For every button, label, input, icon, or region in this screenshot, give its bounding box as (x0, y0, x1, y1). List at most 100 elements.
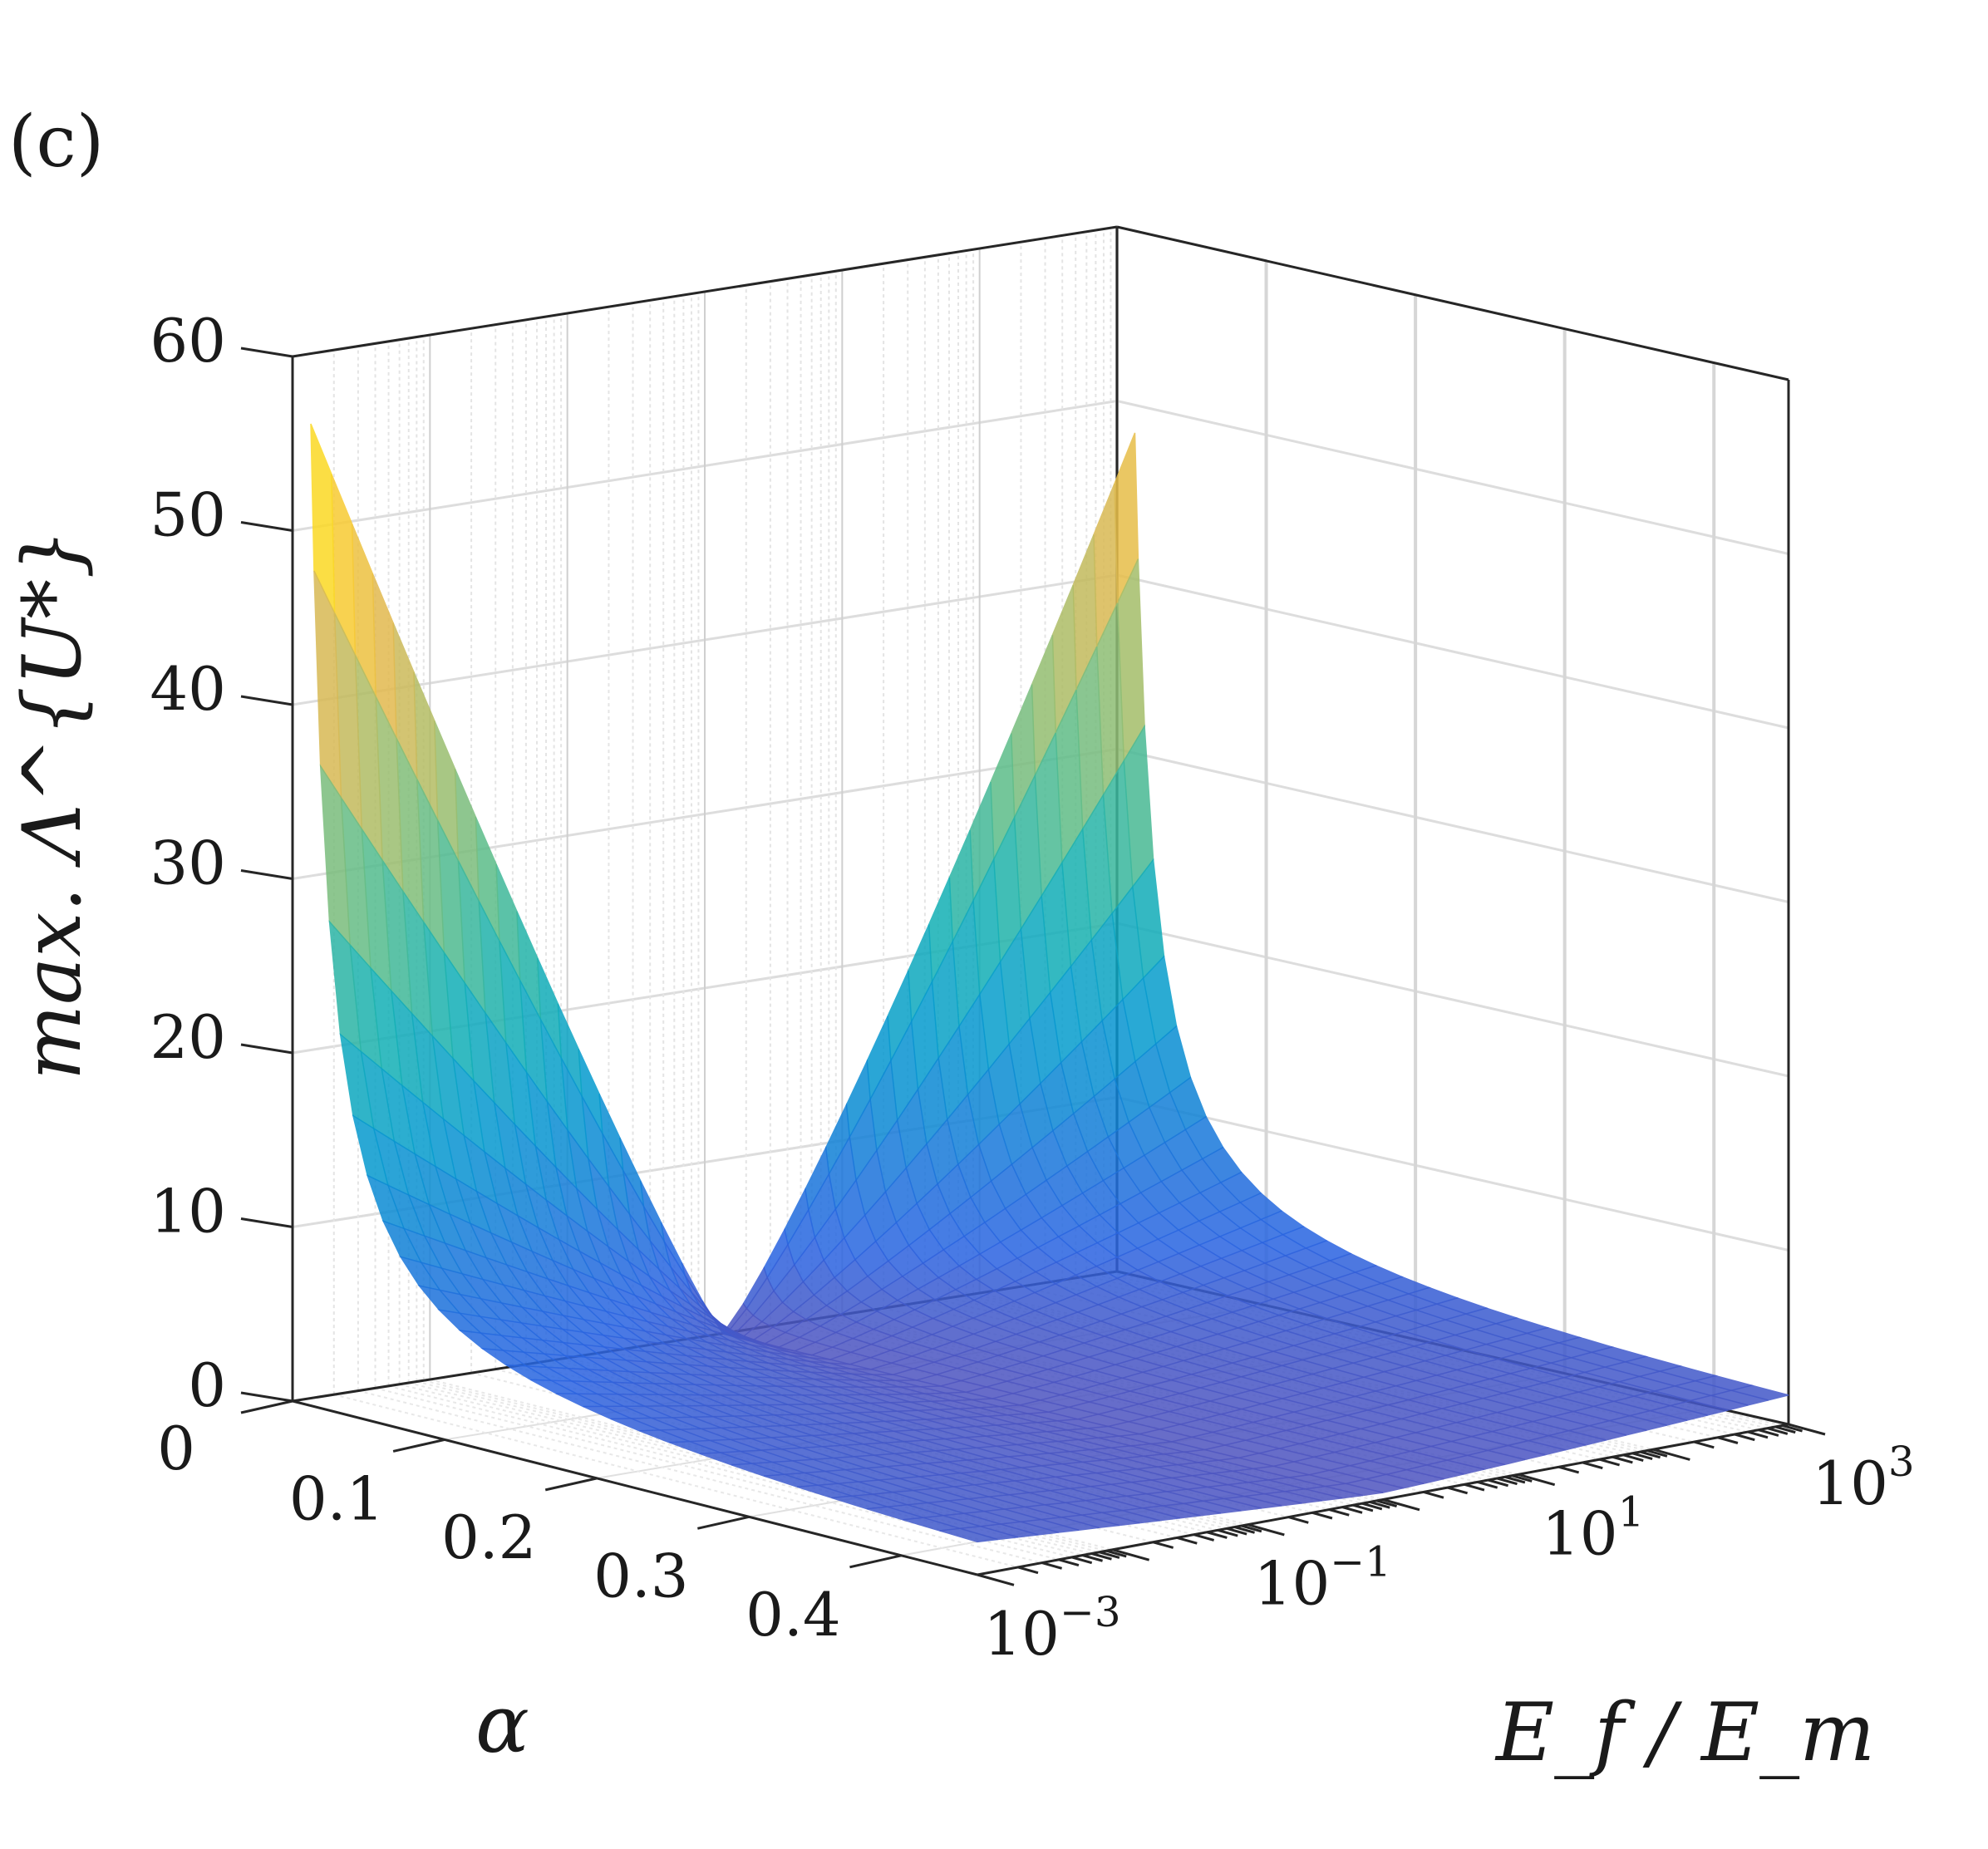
y-tick-mark (1287, 1516, 1309, 1524)
y-tick-mark (1217, 1528, 1238, 1537)
box-edge (1116, 225, 1789, 381)
z-tick-label: 0 (188, 1350, 226, 1420)
panel-label: (c) (8, 101, 104, 184)
y-tick-mark (1058, 1558, 1080, 1567)
y-tick-mark (1234, 1526, 1255, 1534)
y-tick-mark (1488, 1478, 1508, 1488)
surface-plot (310, 423, 1789, 1543)
surface-patch (939, 1527, 998, 1543)
z-tick-mark (240, 1391, 293, 1403)
z-tick-label: 30 (150, 829, 226, 898)
y-tick-mark (1782, 1424, 1803, 1433)
y-tick-mark (1767, 1427, 1789, 1435)
y-tick-mark (1361, 1502, 1383, 1511)
z-grid-line (1116, 748, 1789, 903)
y-tick-mark (1558, 1465, 1580, 1474)
z-tick-label: 10 (150, 1177, 226, 1247)
z-grid-line (1116, 1096, 1789, 1252)
y-tick-mark (1612, 1455, 1633, 1464)
z-grid-line (1116, 573, 1789, 730)
x-tick-mark (392, 1438, 445, 1453)
y-tick-mark (1518, 1473, 1556, 1487)
y-tick-mark (1747, 1430, 1769, 1439)
z-tick-mark (240, 521, 293, 532)
y-tick-mark (1247, 1523, 1285, 1537)
y-tick-mark (1311, 1511, 1333, 1520)
y-axis-label: E_f / E_m (1494, 1686, 1875, 1779)
y-tick-mark (1328, 1508, 1350, 1517)
z-tick-mark (240, 1217, 293, 1228)
y-tick-mark (1464, 1483, 1485, 1492)
y-tick-mark (1631, 1452, 1653, 1461)
z-grid-line (1116, 400, 1789, 555)
y-tick-mark (1226, 1527, 1247, 1536)
z-tick-label: 40 (150, 654, 226, 724)
z-tick-mark (240, 869, 293, 880)
y-tick-mark (1382, 1498, 1420, 1512)
y-tick-label: 101 (1542, 1488, 1644, 1568)
y-tick-mark (1376, 1499, 1397, 1508)
y-tick-mark (1582, 1461, 1603, 1470)
z-tick-mark (240, 1043, 293, 1055)
box-edge (292, 225, 1118, 358)
y-tick-mark (1693, 1440, 1715, 1449)
y-tick-mark (1447, 1486, 1469, 1495)
y-tick-label: 10−3 (983, 1588, 1120, 1669)
y-tick-mark (1622, 1453, 1644, 1463)
y-tick-mark (1091, 1552, 1112, 1561)
y-tick-mark (1717, 1436, 1739, 1444)
y-tick-mark (1504, 1475, 1526, 1484)
y-tick-mark (1105, 1549, 1127, 1558)
x-tick-mark (697, 1515, 750, 1530)
y-tick-mark (1017, 1566, 1039, 1575)
y-tick-mark (1071, 1556, 1093, 1565)
x-tick-mark (544, 1477, 598, 1492)
y-tick-mark (1497, 1477, 1518, 1486)
floor-grid-line (357, 1389, 1042, 1564)
y-tick-mark (1099, 1551, 1120, 1559)
y-tick-mark (1646, 1449, 1668, 1458)
x-axis-label: α (475, 1678, 529, 1771)
y-tick-mark (1788, 1423, 1826, 1436)
z-tick-mark (240, 695, 293, 706)
x-tick-label: 0.2 (441, 1502, 537, 1572)
y-tick-mark (1774, 1425, 1796, 1434)
y-tick-mark (1112, 1548, 1150, 1561)
y-tick-mark (1511, 1474, 1533, 1483)
y-tick-mark (1352, 1503, 1374, 1512)
y-tick-mark (977, 1573, 1015, 1586)
y-tick-mark (1206, 1531, 1228, 1539)
x-tick-mark (849, 1554, 902, 1569)
x-tick-label: 0.1 (289, 1463, 385, 1533)
z-tick-mark (240, 347, 293, 358)
y-tick-mark (1640, 1450, 1661, 1459)
y-tick-mark (1734, 1433, 1755, 1442)
x-axis-line (292, 1399, 978, 1576)
z-tick-label: 50 (150, 480, 226, 550)
y-tick-mark (1041, 1561, 1063, 1570)
y-tick-mark (1341, 1506, 1363, 1514)
y-tick-mark (1477, 1480, 1498, 1489)
y-tick-mark (1369, 1500, 1390, 1509)
y-tick-label: 103 (1812, 1438, 1914, 1518)
y-tick-mark (1652, 1448, 1690, 1461)
z-tick-label: 20 (150, 1002, 226, 1072)
y-tick-mark (1082, 1554, 1103, 1562)
z-grid-line (1116, 922, 1789, 1078)
z-axis-label: max. Λ^{U*} (6, 529, 99, 1080)
z-tick-label: 60 (150, 306, 226, 376)
y-tick-mark (1599, 1458, 1621, 1467)
y-tick-mark (1176, 1536, 1198, 1545)
x-tick-label: 0.4 (746, 1580, 841, 1650)
y-tick-mark (1758, 1429, 1779, 1437)
y-tick-label: 10−1 (1254, 1538, 1391, 1619)
x-tick-label: 0.3 (593, 1541, 689, 1610)
floor-grid-line (333, 1394, 1019, 1568)
y-tick-mark (1153, 1541, 1174, 1549)
x-tick-label: 0 (157, 1414, 195, 1483)
y-tick-mark (1423, 1490, 1444, 1499)
axis-ticks: 0 10 20 30 40 50 60 0 0.1 0.2 0.3 0.4 10−3 10−1 101 103 (150, 306, 1914, 1669)
y-tick-mark (1241, 1524, 1262, 1533)
y-tick-mark (1193, 1533, 1215, 1542)
